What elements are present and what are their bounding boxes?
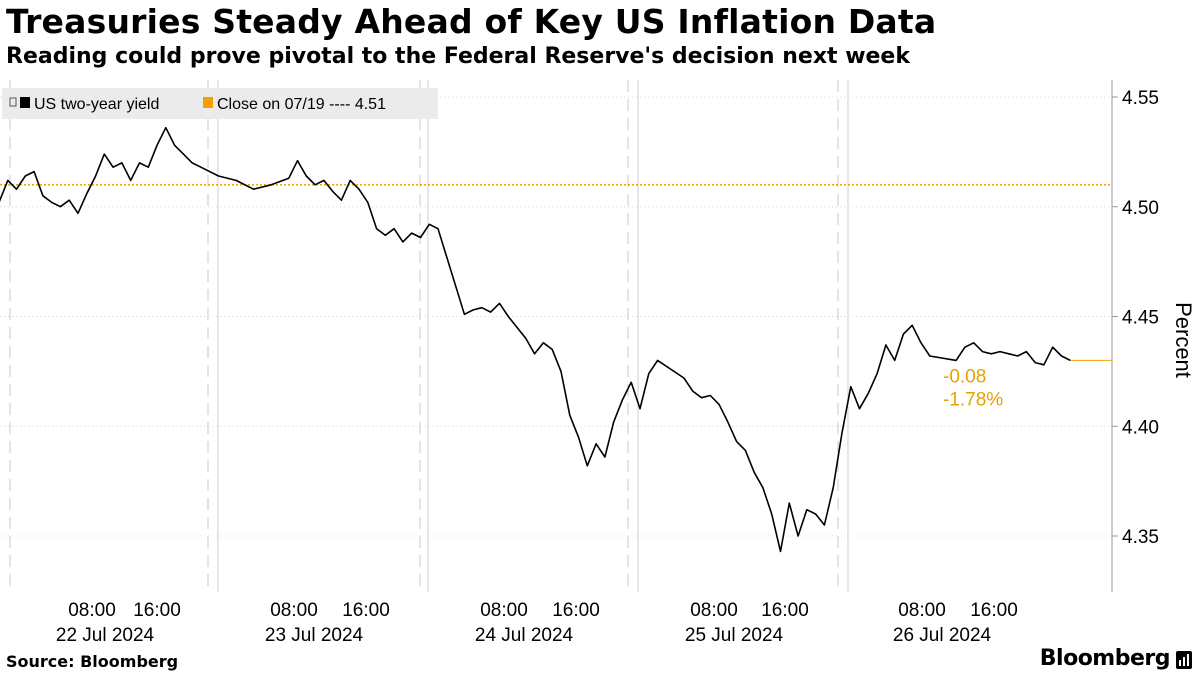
yield-series-line — [0, 126, 1071, 553]
chart-subtitle: Reading could prove pivotal to the Feder… — [6, 44, 910, 69]
legend-label-series: US two-year yield — [34, 96, 159, 113]
legend-swatch-series — [20, 97, 30, 108]
legend-toggle-icon — [9, 97, 17, 107]
brand-logo: Bloomberg — [1039, 646, 1171, 671]
y-tick-label: 4.40 — [1122, 417, 1159, 438]
legend: US two-year yield Close on 07/19 ---- 4.5… — [2, 88, 438, 119]
legend-background — [2, 88, 438, 119]
bloomberg-terminal-icon — [1176, 651, 1192, 669]
change-pct-annotation: -1.78% — [943, 389, 1003, 410]
x-time-label: 08:00 — [480, 600, 528, 621]
chart-title: Treasuries Steady Ahead of Key US Inflat… — [6, 2, 937, 41]
x-time-label: 16:00 — [133, 600, 181, 621]
source-note: Source: Bloomberg — [6, 652, 179, 671]
x-date-label: 25 Jul 2024 — [685, 625, 784, 646]
y-tick-label: 4.35 — [1122, 527, 1159, 548]
legend-label-close: Close on 07/19 ---- 4.51 — [217, 96, 386, 113]
x-date-label: 26 Jul 2024 — [893, 625, 992, 646]
x-time-label: 16:00 — [970, 600, 1018, 621]
y-axis-label: Percent — [1171, 302, 1196, 378]
x-time-label: 08:00 — [898, 600, 946, 621]
x-date-label: 24 Jul 2024 — [475, 625, 574, 646]
x-time-label: 16:00 — [761, 600, 809, 621]
x-time-label: 16:00 — [342, 600, 390, 621]
x-time-label: 08:00 — [690, 600, 738, 621]
y-tick-label: 4.45 — [1122, 308, 1159, 329]
x-time-label: 08:00 — [270, 600, 318, 621]
x-time-label: 16:00 — [552, 600, 600, 621]
y-tick-label: 4.50 — [1122, 198, 1159, 219]
x-time-label: 08:00 — [68, 600, 116, 621]
change-annotation: -0.08 — [943, 366, 986, 387]
x-date-label: 22 Jul 2024 — [56, 625, 155, 646]
x-date-label: 23 Jul 2024 — [265, 625, 364, 646]
y-tick-label: 4.55 — [1122, 88, 1159, 109]
legend-swatch-close — [203, 97, 213, 108]
